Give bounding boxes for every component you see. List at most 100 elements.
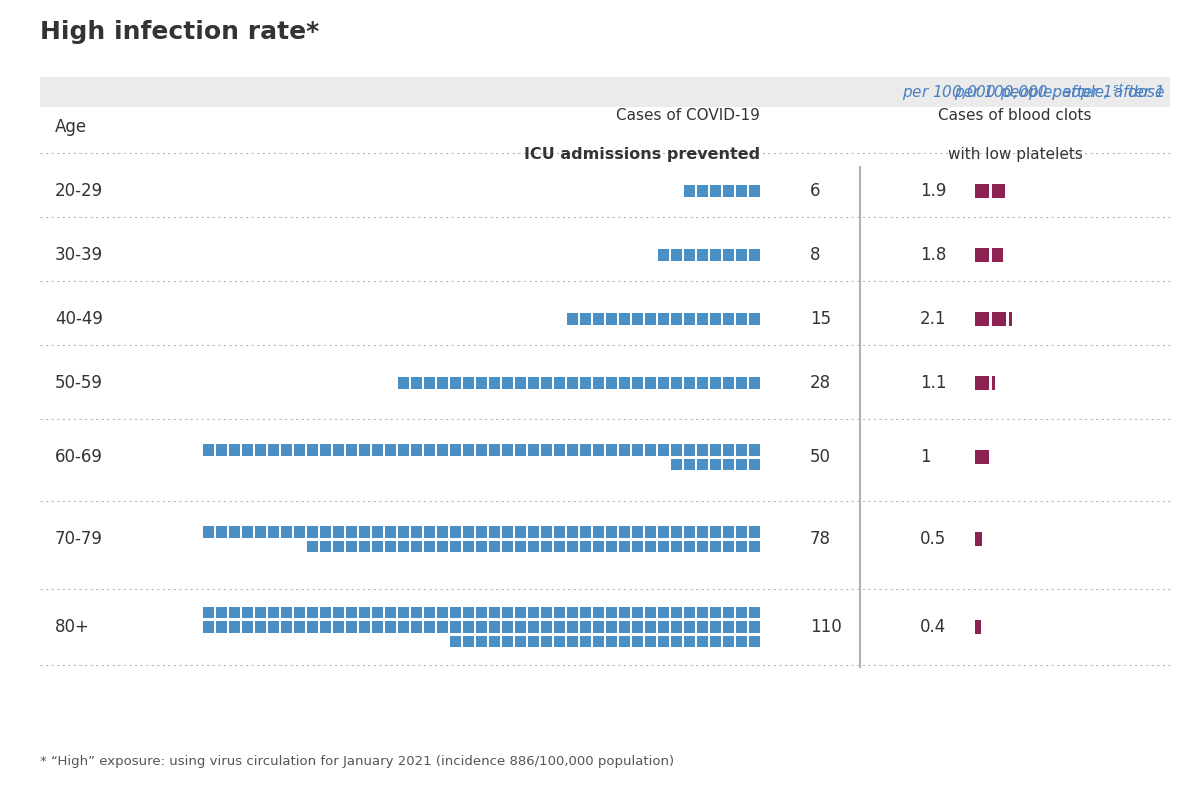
Bar — [749, 185, 760, 197]
Bar — [722, 459, 734, 470]
Bar — [722, 313, 734, 325]
Bar — [593, 313, 604, 325]
Bar — [709, 377, 721, 389]
Bar — [644, 377, 656, 389]
Bar — [203, 621, 214, 633]
Bar — [254, 444, 266, 456]
Bar — [658, 607, 670, 619]
Bar — [684, 621, 695, 633]
Text: 50-59: 50-59 — [55, 374, 103, 392]
Bar — [709, 526, 721, 538]
Bar — [462, 444, 474, 456]
Bar — [528, 621, 539, 633]
Bar — [359, 526, 370, 538]
Bar — [631, 636, 643, 647]
Bar — [281, 526, 292, 538]
Bar — [424, 607, 436, 619]
Bar — [294, 526, 305, 538]
Bar — [203, 607, 214, 619]
Bar — [319, 444, 331, 456]
Bar — [671, 313, 682, 325]
Bar — [488, 444, 500, 456]
Bar — [566, 636, 578, 647]
Bar — [462, 621, 474, 633]
Bar — [281, 621, 292, 633]
Bar — [553, 377, 565, 389]
Bar — [384, 444, 396, 456]
Text: Age: Age — [55, 118, 88, 136]
Bar — [696, 526, 708, 538]
Text: ICU admissions prevented: ICU admissions prevented — [524, 147, 760, 162]
Bar — [502, 541, 514, 552]
Bar — [631, 621, 643, 633]
Bar — [696, 607, 708, 619]
Bar — [553, 607, 565, 619]
Bar — [671, 607, 682, 619]
Bar — [736, 249, 746, 260]
Bar — [631, 541, 643, 552]
Text: 28: 28 — [810, 374, 832, 392]
Bar — [606, 607, 617, 619]
Bar — [580, 377, 592, 389]
Bar — [488, 636, 500, 647]
Bar — [618, 607, 630, 619]
Bar — [749, 459, 760, 470]
Bar — [671, 459, 682, 470]
Bar — [580, 526, 592, 538]
Bar — [696, 377, 708, 389]
Bar — [424, 541, 436, 552]
Bar — [553, 541, 565, 552]
Bar — [696, 249, 708, 260]
Bar — [696, 459, 708, 470]
Bar — [306, 526, 318, 538]
Bar — [566, 541, 578, 552]
Bar — [475, 621, 487, 633]
Bar — [974, 620, 980, 634]
Bar — [346, 444, 358, 456]
Bar — [437, 621, 448, 633]
Bar — [437, 526, 448, 538]
Text: 20-29: 20-29 — [55, 182, 103, 200]
Bar — [528, 377, 539, 389]
Bar — [515, 636, 526, 647]
Bar — [462, 607, 474, 619]
Bar — [450, 444, 461, 456]
Text: 80+: 80+ — [55, 618, 90, 636]
Bar — [553, 636, 565, 647]
Bar — [203, 444, 214, 456]
Bar — [359, 444, 370, 456]
Bar — [736, 459, 746, 470]
Bar — [241, 444, 253, 456]
Bar — [241, 607, 253, 619]
Bar — [974, 376, 989, 390]
Bar — [450, 636, 461, 647]
Bar — [593, 444, 604, 456]
Bar — [228, 607, 240, 619]
Text: 6: 6 — [810, 182, 821, 200]
Bar — [450, 377, 461, 389]
Bar — [346, 621, 358, 633]
Text: 40-49: 40-49 — [55, 310, 103, 328]
Bar — [631, 313, 643, 325]
Bar — [281, 444, 292, 456]
Bar — [384, 621, 396, 633]
Bar — [488, 526, 500, 538]
Bar — [658, 636, 670, 647]
Bar — [410, 444, 422, 456]
Text: Cases of blood clots: Cases of blood clots — [938, 108, 1092, 123]
Bar — [709, 444, 721, 456]
Text: High infection rate*: High infection rate* — [40, 20, 319, 44]
Text: 1.8: 1.8 — [920, 246, 947, 264]
Bar — [502, 621, 514, 633]
Text: per 100,000 people, after 1$^{st}$ dose: per 100,000 people, after 1$^{st}$ dose — [901, 81, 1165, 103]
Bar — [437, 541, 448, 552]
Bar — [450, 607, 461, 619]
Bar — [540, 526, 552, 538]
Text: Cases of COVID-19: Cases of COVID-19 — [616, 108, 760, 123]
Bar — [306, 621, 318, 633]
Bar — [631, 377, 643, 389]
Bar — [749, 444, 760, 456]
Bar — [450, 526, 461, 538]
Bar — [346, 607, 358, 619]
Bar — [294, 607, 305, 619]
